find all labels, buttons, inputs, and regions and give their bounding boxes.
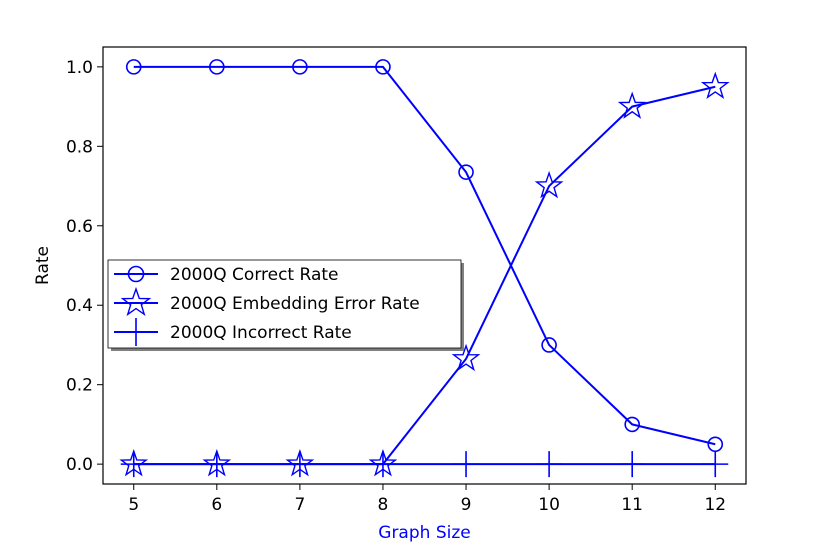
data-point: [536, 451, 563, 478]
legend: 2000Q Correct Rate 2000Q Embedding Error …: [107, 259, 464, 351]
y-axis: 0.0 0.2 0.4 0.6 0.8 1.0: [66, 58, 103, 475]
data-point: [619, 451, 646, 478]
x-tick-label: 11: [621, 495, 643, 515]
legend-box: [107, 259, 462, 349]
data-point: [617, 91, 647, 119]
y-tick-label: 0.0: [66, 455, 93, 475]
x-tick-label: 12: [704, 495, 726, 515]
legend-marker: [120, 286, 152, 317]
y-tick-label: 1.0: [66, 58, 93, 78]
x-tick-label: 9: [461, 495, 472, 515]
data-point: [534, 170, 564, 199]
x-axis-label: Graph Size: [378, 523, 470, 543]
data-point: [286, 451, 313, 478]
x-tick-label: 6: [211, 495, 222, 515]
data-point: [292, 59, 308, 75]
y-axis-label: Rate: [33, 246, 53, 285]
plot-series: [119, 59, 730, 478]
series-3: [120, 451, 729, 478]
data-point: [707, 436, 724, 453]
data-point: [125, 59, 142, 75]
plot-frame: [102, 46, 747, 485]
data-point: [203, 451, 230, 478]
y-tick-label: 0.6: [66, 217, 93, 237]
legend-label: 2000Q Incorrect Rate: [170, 323, 352, 343]
y-tick-label: 0.8: [66, 137, 93, 157]
data-point: [451, 343, 481, 372]
data-point: [458, 164, 474, 180]
data-point: [702, 451, 729, 478]
legend-marker: [127, 265, 145, 283]
legend-marker: [122, 318, 150, 346]
x-tick-label: 10: [538, 495, 560, 515]
legend-item: 2000Q Incorrect Rate: [114, 318, 352, 346]
x-tick-label: 8: [378, 495, 389, 515]
data-point: [541, 337, 557, 353]
data-point: [375, 59, 391, 75]
data-point: [624, 416, 640, 433]
data-point: [209, 59, 225, 75]
y-tick-label: 0.4: [66, 296, 93, 316]
legend-label: 2000Q Embedding Error Rate: [170, 294, 420, 314]
data-point: [700, 71, 730, 99]
series-line: [133, 65, 716, 446]
legend-label: 2000Q Correct Rate: [170, 265, 338, 285]
data-point: [120, 451, 147, 478]
x-tick-label: 7: [294, 495, 305, 515]
series-1: [125, 59, 724, 453]
y-tick-label: 0.2: [66, 376, 93, 396]
legend-item: 2000Q Embedding Error Rate: [114, 286, 420, 317]
x-tick-label: 5: [128, 495, 139, 515]
data-point: [453, 451, 480, 478]
legend-item: 2000Q Correct Rate: [114, 265, 338, 285]
x-axis: 5 6 7 8 9 10 11 12: [128, 484, 726, 515]
data-point: [369, 451, 396, 478]
